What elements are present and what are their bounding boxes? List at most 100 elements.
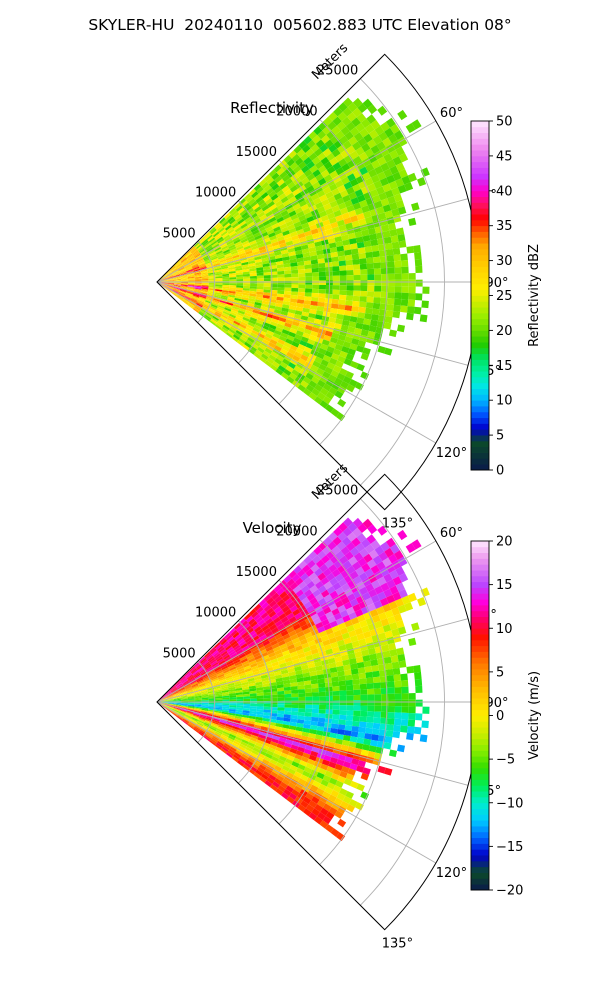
radar-cell <box>314 661 323 667</box>
radar-cell <box>341 596 350 605</box>
radar-cell <box>337 729 345 735</box>
radar-cell <box>184 251 191 258</box>
radar-cell <box>323 623 332 631</box>
radar-cell <box>160 698 167 701</box>
colorbar-segment <box>471 214 489 221</box>
radar-cell <box>374 165 384 175</box>
radar-cell <box>204 259 212 264</box>
radar-cell <box>206 667 214 673</box>
radar-cell <box>293 145 302 154</box>
radar-cell <box>352 264 361 270</box>
radar-cell <box>284 270 292 275</box>
radar-cell <box>333 209 342 218</box>
radar-cell <box>236 732 245 737</box>
radar-cell <box>207 290 215 294</box>
radar-cell <box>330 308 338 314</box>
radar-cell <box>257 199 266 207</box>
radar-cell <box>247 677 255 682</box>
radar-cell <box>209 671 216 677</box>
radar-cell <box>236 705 244 709</box>
colorbar-segment <box>471 423 489 430</box>
radar-cell <box>232 725 240 731</box>
radar-cell <box>307 316 315 323</box>
radar-cell <box>348 798 358 808</box>
radar-cell <box>283 745 291 752</box>
radar-cell <box>227 636 235 643</box>
radar-cell <box>308 800 318 809</box>
radar-cell <box>185 712 193 717</box>
radar-cell <box>315 730 324 736</box>
radar-cell <box>173 704 181 707</box>
radar-cell <box>257 211 266 219</box>
colorbar-segment <box>471 155 489 163</box>
radar-cell <box>381 279 389 287</box>
radar-cell <box>284 636 292 644</box>
radar-cell <box>233 644 241 651</box>
radar-cell <box>276 713 285 718</box>
radar-cell <box>177 294 184 300</box>
radar-cell <box>327 741 336 748</box>
radar-cell <box>235 267 243 271</box>
radar-cell <box>329 312 338 319</box>
radar-cell <box>308 152 318 161</box>
radar-cell <box>351 117 361 127</box>
radar-cell <box>206 716 214 720</box>
radar-cell <box>165 288 172 293</box>
radar-cell <box>312 652 320 659</box>
radar-cell <box>227 716 235 720</box>
radar-cell <box>218 721 227 726</box>
radar-cell <box>395 279 402 287</box>
radar-cell <box>194 706 202 709</box>
radar-cell <box>181 702 189 704</box>
radar-cell <box>363 210 372 219</box>
radar-cell <box>220 716 228 721</box>
radar-cell <box>241 716 249 721</box>
radar-cell <box>420 587 430 598</box>
radar-cell <box>322 395 332 405</box>
radar-cell <box>228 270 236 274</box>
radar-cell <box>304 296 312 301</box>
radar-cell <box>279 182 288 190</box>
radar-cell <box>380 582 390 592</box>
colorbar-segment <box>471 190 489 198</box>
radar-cell <box>230 309 238 315</box>
radar-cell <box>303 256 311 262</box>
range-tick-label: 25000 <box>317 64 358 79</box>
radar-cell <box>179 689 186 694</box>
radar-cell <box>310 228 319 235</box>
azimuth-tick-label: 60° <box>440 526 463 541</box>
radar-cell <box>343 217 352 225</box>
radar-cell <box>298 778 307 786</box>
radar-cell <box>273 164 282 173</box>
radar-cell <box>208 704 216 707</box>
radar-cell <box>221 746 229 753</box>
radar-cell <box>274 345 282 352</box>
colorbar-segment <box>471 435 489 442</box>
radar-cell <box>171 711 178 717</box>
radar-cell <box>270 274 278 279</box>
radar-cell <box>270 706 278 711</box>
radar-cell <box>401 266 409 274</box>
radar-cell <box>235 272 243 276</box>
radar-cell <box>248 685 257 690</box>
radar-cell <box>245 670 253 675</box>
radar-cell <box>194 306 201 311</box>
radar-cell <box>186 269 193 273</box>
radar-cell <box>277 704 285 708</box>
radar-cell <box>284 657 293 663</box>
radar-cell <box>180 288 187 292</box>
radar-cell <box>305 654 314 661</box>
radar-cell <box>209 253 217 258</box>
colorbar-tick-label: 20 <box>496 324 513 339</box>
radar-cell <box>215 696 223 699</box>
radar-cell <box>299 760 308 767</box>
colorbar-segment <box>471 593 489 600</box>
radar-cell <box>290 262 298 267</box>
radar-cell <box>340 569 350 579</box>
radar-cell <box>256 288 264 293</box>
radar-cell <box>261 680 270 685</box>
radar-cell <box>380 198 390 207</box>
radar-cell <box>330 554 340 564</box>
colorbar-segment <box>471 353 489 360</box>
radar-cell <box>194 272 202 275</box>
